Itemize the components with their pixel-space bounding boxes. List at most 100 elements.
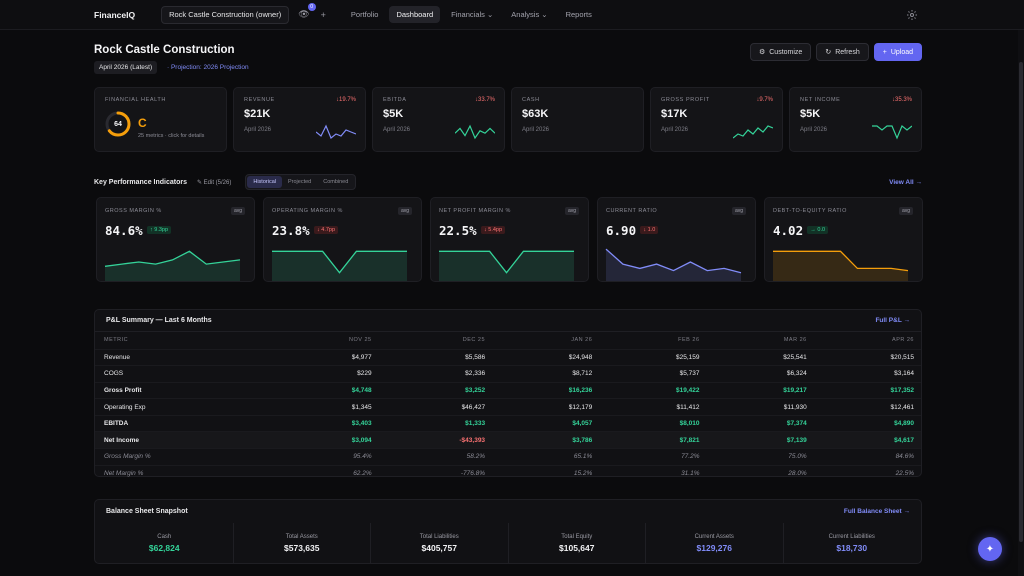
card-value: $5K [800,108,821,120]
kpi-edit-button[interactable]: ✎ Edit (5/26) [196,179,232,186]
table-cell: $5,586 [378,348,493,366]
refresh-button[interactable]: ↻ Refresh [816,43,869,61]
ebitda-card[interactable]: EBITDA ↓33.7% $5K April 2026 [372,87,505,152]
projection-link[interactable]: · Projection: 2026 Projection [167,64,249,71]
financial-health-card[interactable]: FINANCIAL HEALTH 64 C 25 metrics · click… [94,87,227,152]
bs-value: $105,647 [559,542,595,553]
table-cell: $12,461 [813,398,921,416]
full-balance-sheet-link[interactable]: Full Balance Sheet → [843,507,910,515]
card-label: EBITDA [383,97,407,103]
page-title: Rock Castle Construction [94,44,235,56]
nav-reports[interactable]: Reports [565,10,592,19]
page-scrollbar[interactable] [1018,30,1024,576]
table-cell: $11,930 [706,398,814,416]
watchlist-eye-icon[interactable]: 👁 0 [298,3,316,20]
card-change: ↓9.7% [756,97,773,103]
kpi-operating-margin[interactable]: OPERATING MARGIN % avg 23.8% ↓ 4.7pp [263,197,422,282]
table-cell: $7,374 [706,414,814,432]
kpi-label: CURRENT RATIO [606,208,658,214]
table-cell: $6,324 [706,365,814,383]
table-cell: $4,890 [813,414,921,432]
row-label: Net Margin % [95,464,275,482]
settings-gear-icon[interactable] [906,9,918,21]
sparkline-path [872,125,912,140]
table-cell: $11,412 [599,398,707,416]
revenue-card[interactable]: REVENUE ↓19.7% $21K April 2026 [233,87,366,152]
table-cell: 75.0% [706,448,814,466]
period-selector[interactable]: April 2026 (Latest) [94,61,158,74]
kpi-delta: → 0.0 [807,226,829,234]
row-label: Net Income [95,431,275,449]
customize-button[interactable]: ⚙ Customize [749,43,812,61]
table-cell: 22.5% [813,464,921,482]
net-income-card[interactable]: NET INCOME ↓35.3% $5K April 2026 [789,87,922,152]
health-grade: C [138,116,147,130]
add-company-button[interactable]: + [320,9,326,20]
kpi-label: NET PROFIT MARGIN % [439,208,511,214]
kpi-line [773,250,909,272]
bs-value: $129,276 [696,542,732,553]
top-navigation-bar: FinanceIQ Rock Castle Construction (owne… [0,0,1024,30]
kpi-debt-to-equity[interactable]: DEBT-TO-EQUITY RATIO avg 4.02 → 0.0 [764,197,923,282]
table-cell: $3,403 [274,414,379,432]
table-cell: 84.6% [813,448,921,466]
table-cell: 95.4% [274,448,379,466]
pl-table: METRIC NOV 25 DEC 25 JAN 26 FEB 26 MAR 26 APR … [95,332,921,482]
sparkline [733,125,773,139]
table-row: Net Income $3,094 -$43,393 $3,786 $7,821 $7,1… [95,431,921,449]
scroll-thumb[interactable] [1019,62,1023,542]
bs-label: Cash [157,533,172,540]
card-date: April 2026 [661,127,689,133]
customize-label: Customize [769,48,803,56]
kpi-delta: ↓ 1.0 [640,226,659,234]
card-value: $17K [661,108,688,120]
pl-header-row: METRIC NOV 25 DEC 25 JAN 26 FEB 26 MAR 26 APR … [95,332,921,349]
kpi-value: 84.6% [105,223,143,238]
gross-profit-card[interactable]: GROSS PROFIT ↓9.7% $17K April 2026 [650,87,783,152]
tab-historical[interactable]: Historical [247,176,282,188]
table-cell: $7,139 [706,431,814,449]
column-header-month: FEB 26 [678,337,700,344]
kpi-area [606,249,741,281]
tab-projected[interactable]: Projected [287,179,312,185]
nav-financials[interactable]: Financials ⌄ [451,10,494,19]
kpi-current-ratio[interactable]: CURRENT RATIO avg 6.90 ↓ 1.0 [597,197,756,282]
avg-tag: avg [397,207,412,215]
view-all-link[interactable]: View All → [889,178,922,186]
card-value: $21K [244,108,271,120]
table-row: Net Margin % 62.2% -776.8% 15.2% 31.1% 28.0% 2… [95,464,921,482]
kpi-gross-margin[interactable]: GROSS MARGIN % avg 84.6% ↑ 9.3pp [96,197,255,282]
sliders-icon: ⚙ [758,49,766,56]
table-cell: $1,345 [274,398,379,416]
table-cell: $4,977 [274,348,379,366]
tab-combined[interactable]: Combined [323,179,349,185]
bs-item: Total Assets $573,635 [234,523,371,563]
kpi-mode-toggle: Historical Projected Combined [245,174,357,190]
nav-portfolio[interactable]: Portfolio [350,10,379,19]
kpi-net-profit-margin[interactable]: NET PROFIT MARGIN % avg 22.5% ↓ 5.4pp [430,197,589,282]
nav-dashboard[interactable]: Dashboard [389,6,441,23]
card-label: GROSS PROFIT [661,97,710,103]
bs-label: Total Equity [561,533,593,540]
upload-label: Upload [890,48,913,56]
nav-analysis[interactable]: Analysis ⌄ [511,10,548,19]
brand-logo[interactable]: FinanceIQ [94,9,136,20]
card-change: ↓19.7% [335,97,356,103]
refresh-label: Refresh [835,48,860,56]
kpi-area [272,251,407,281]
sparkline-path [455,124,495,140]
cash-card[interactable]: CASH $63K April 2026 [511,87,644,152]
bs-label: Total Assets [285,533,318,540]
table-cell: -776.8% [378,464,493,482]
row-label: Operating Exp [95,398,275,416]
company-selector[interactable]: Rock Castle Construction (owner) [161,5,290,24]
bs-value: $573,635 [284,542,320,553]
ai-assistant-button[interactable]: ✦ [978,537,1002,561]
kpi-area [105,251,240,281]
bs-title: Balance Sheet Snapshot [106,507,188,515]
bs-item: Cash $62,824 [96,523,234,563]
table-row: Gross Profit $4,748 $3,252 $16,236 $19,422 $1… [95,381,921,399]
avg-tag: avg [564,207,579,215]
full-pl-link[interactable]: Full P&L → [875,317,910,324]
upload-button[interactable]: + Upload [873,43,922,61]
